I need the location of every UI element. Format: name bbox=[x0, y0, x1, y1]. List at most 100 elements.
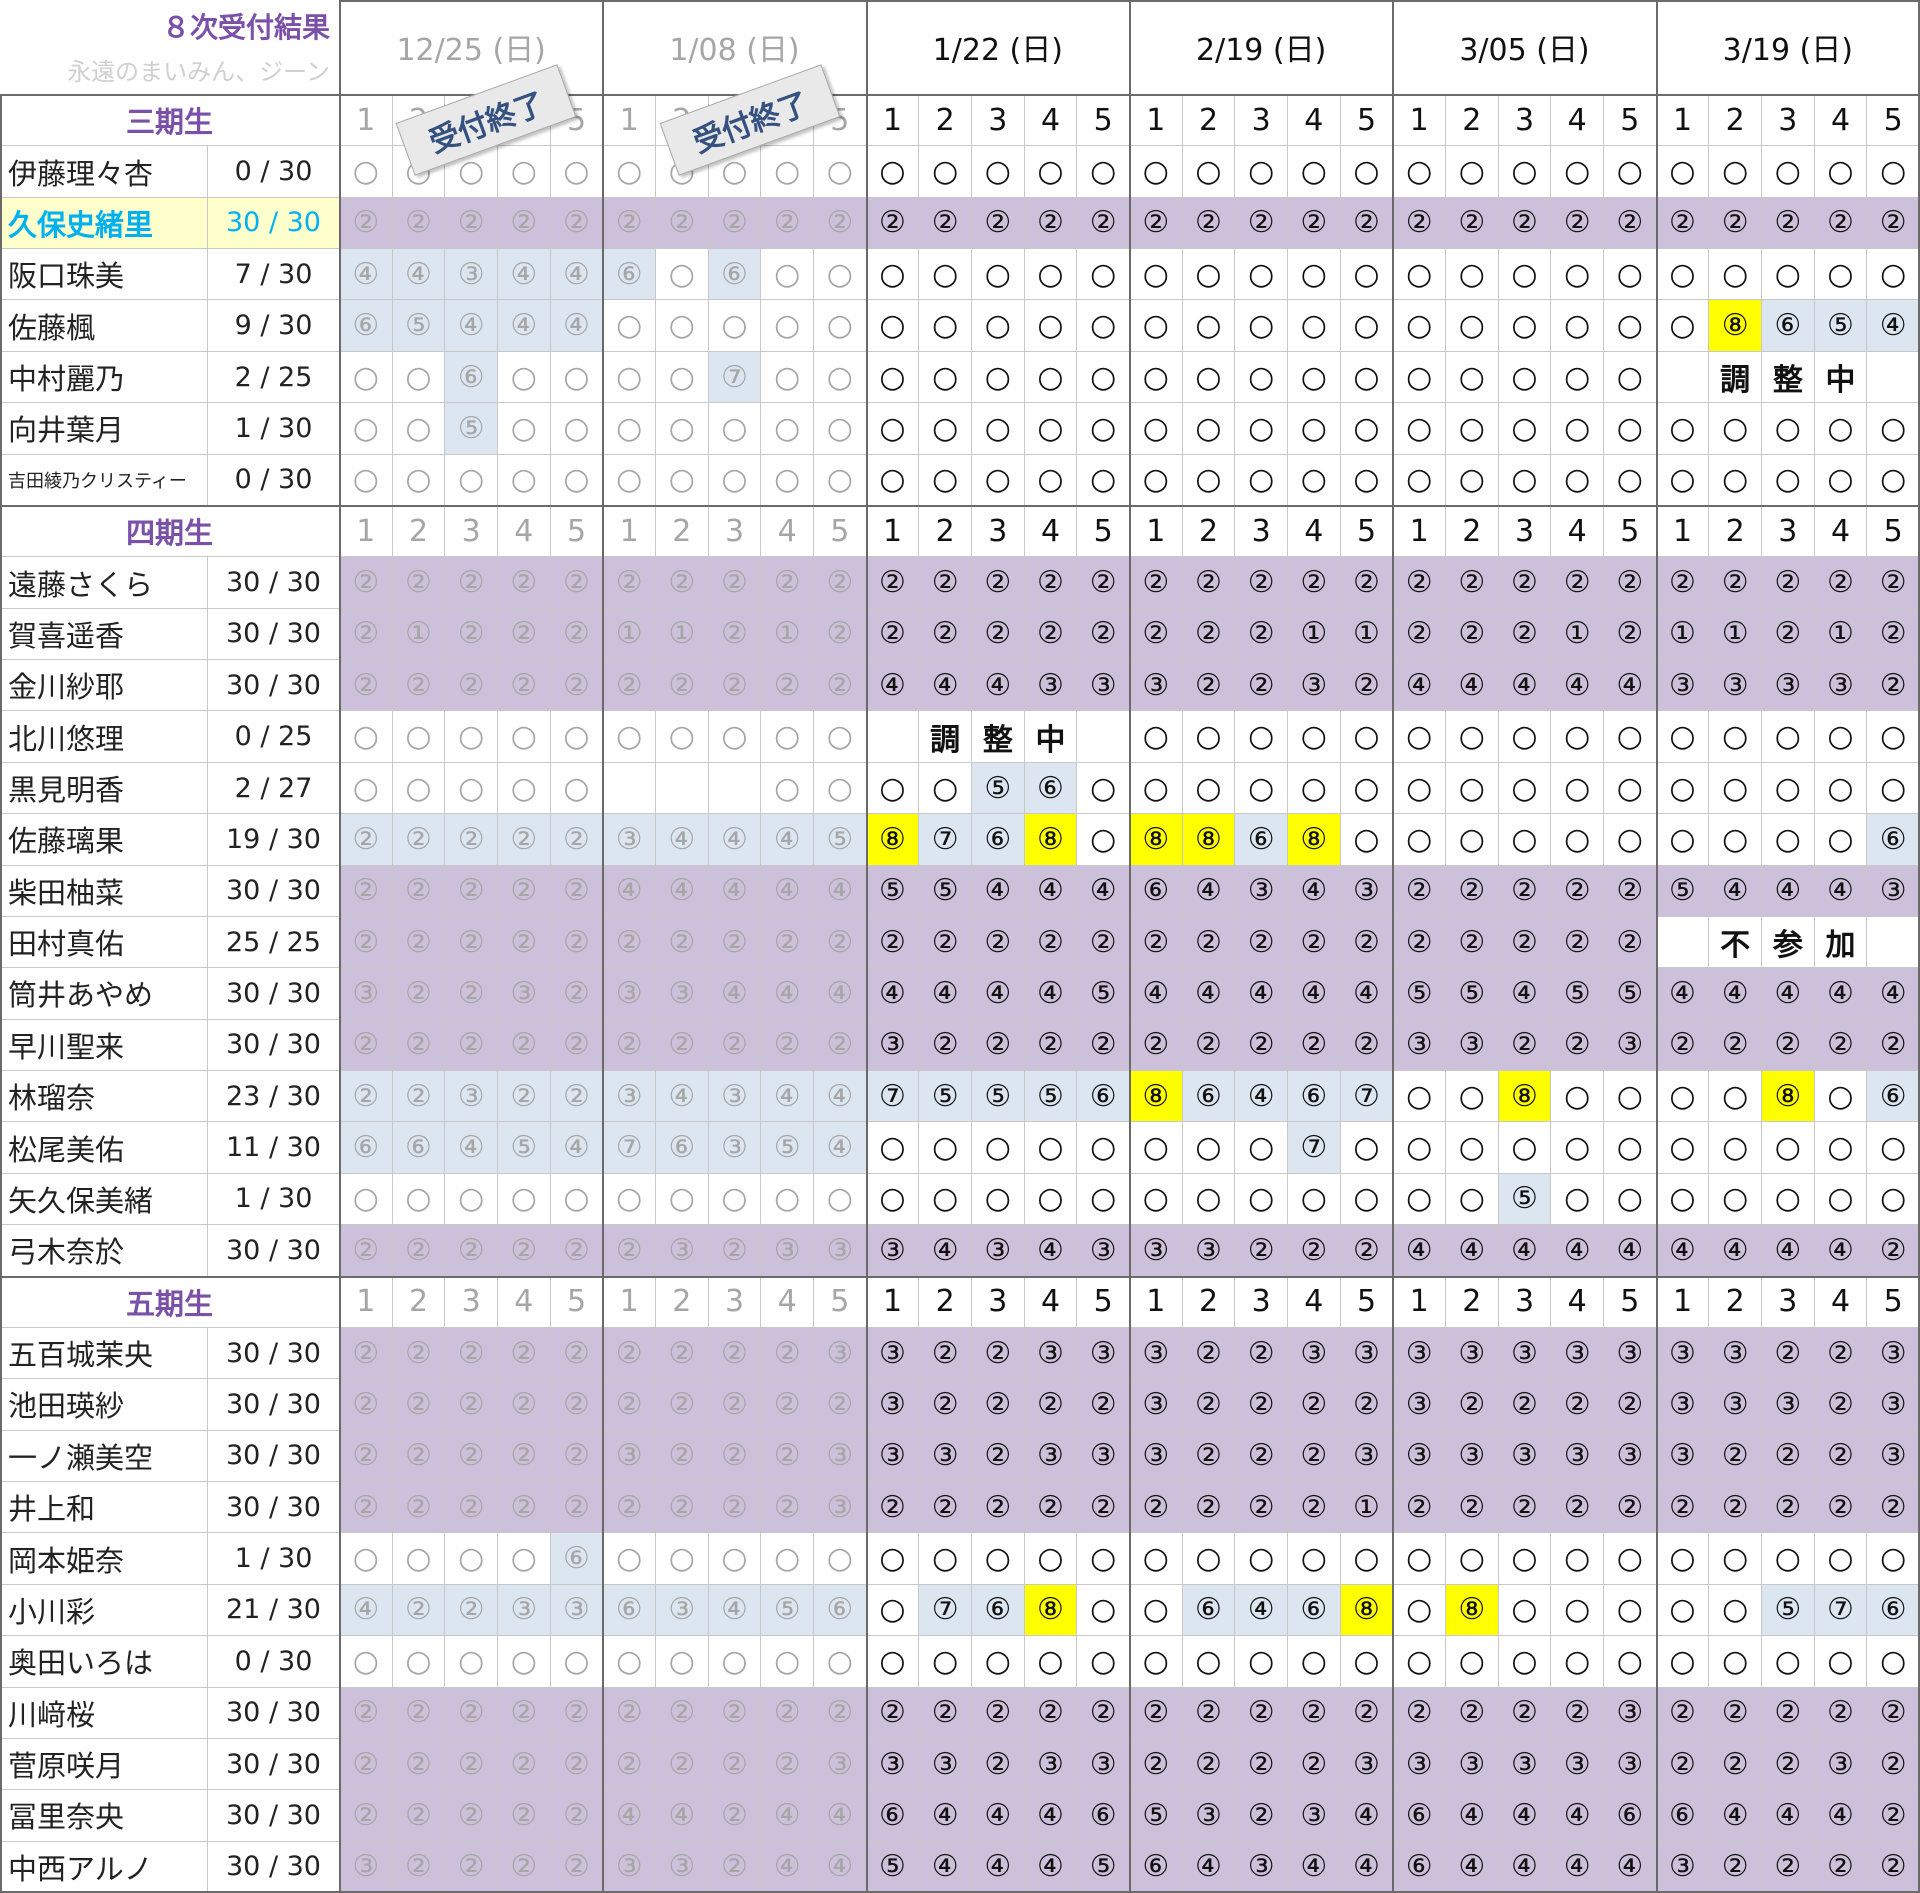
slot-number: 5 bbox=[1340, 1276, 1394, 1328]
slot-cell: ② bbox=[445, 1841, 498, 1893]
slot-cell: ○ bbox=[445, 146, 498, 198]
slot-cell: ④ bbox=[603, 1790, 656, 1842]
slot-cell: ② bbox=[1393, 916, 1446, 969]
slot-cell: ○ bbox=[1551, 1071, 1604, 1123]
slot-cell bbox=[866, 711, 920, 763]
slot-number: 3 bbox=[708, 1276, 762, 1328]
slot-cell: ② bbox=[866, 1687, 920, 1739]
slot-cell: ○ bbox=[1656, 1173, 1710, 1226]
slot-cell: ② bbox=[392, 968, 446, 1020]
slot-cell: ④ bbox=[1762, 1225, 1815, 1277]
slot-cell: ○ bbox=[1604, 146, 1657, 198]
ticket-count: 30 / 30 bbox=[208, 1841, 340, 1893]
slot-cell: ○ bbox=[1288, 711, 1341, 763]
slot-cell: ② bbox=[1551, 197, 1604, 250]
slot-cell: ○ bbox=[1340, 454, 1394, 506]
slot-cell bbox=[1656, 351, 1710, 404]
slot-cell: ○ bbox=[1077, 762, 1130, 815]
slot-cell: ④ bbox=[1182, 865, 1236, 917]
slot-cell: ○ bbox=[1814, 1122, 1868, 1174]
slot-cell: ○ bbox=[1604, 403, 1657, 455]
slot-cell: ② bbox=[1604, 1379, 1657, 1431]
slot-cell: ○ bbox=[1182, 403, 1236, 455]
slot-cell: ⑤ bbox=[761, 1584, 814, 1637]
ticket-count: 30 / 30 bbox=[208, 1327, 340, 1380]
slot-cell: ○ bbox=[814, 403, 867, 455]
slot-cell: ② bbox=[1551, 1482, 1604, 1534]
slot-cell: ○ bbox=[1182, 351, 1236, 404]
slot-number: 3 bbox=[1498, 1276, 1552, 1328]
slot-number: 5 bbox=[1340, 95, 1394, 147]
slot-number: 2 bbox=[392, 1276, 446, 1328]
slot-cell: ⑥ bbox=[1077, 1790, 1130, 1842]
slot-cell: ○ bbox=[761, 146, 814, 198]
slot-cell: ④ bbox=[1024, 1841, 1078, 1893]
slot-cell: ○ bbox=[445, 1636, 498, 1688]
slot-cell: ③ bbox=[1024, 660, 1078, 712]
slot-cell: ④ bbox=[972, 865, 1025, 917]
slot-cell: ② bbox=[708, 608, 762, 661]
slot-cell: ③ bbox=[919, 1738, 972, 1791]
slot-cell: ○ bbox=[1393, 403, 1446, 455]
slot-cell: ④ bbox=[1762, 865, 1815, 917]
slot-number: 5 bbox=[1077, 505, 1130, 558]
slot-cell: ② bbox=[1288, 1379, 1341, 1431]
slot-cell: ② bbox=[814, 660, 867, 712]
slot-cell: ② bbox=[1077, 197, 1130, 250]
slot-cell: ④ bbox=[814, 1841, 867, 1893]
slot-cell: ○ bbox=[866, 1173, 920, 1226]
slot-cell: ○ bbox=[550, 762, 604, 815]
slot-cell: ③ bbox=[656, 1584, 709, 1637]
slot-number: 2 bbox=[656, 1276, 709, 1328]
ticket-count: 25 / 25 bbox=[208, 916, 340, 969]
slot-cell: ○ bbox=[1235, 351, 1288, 404]
slot-cell: ② bbox=[603, 660, 656, 712]
slot-cell: ○ bbox=[498, 403, 551, 455]
member-name: 矢久保美緒 bbox=[0, 1173, 208, 1226]
slot-cell: ○ bbox=[1024, 1173, 1078, 1226]
title-block: ８次受付結果 永遠のまいみん、ジーン bbox=[0, 0, 340, 95]
slot-cell: ② bbox=[498, 1482, 551, 1534]
slot-cell: ② bbox=[761, 1019, 814, 1072]
slot-cell: ② bbox=[445, 1738, 498, 1791]
slot-cell: ② bbox=[1077, 608, 1130, 661]
slot-cell: ○ bbox=[1340, 403, 1394, 455]
slot-cell: ○ bbox=[1024, 300, 1078, 352]
slot-cell: ② bbox=[340, 1482, 393, 1534]
slot-cell: ○ bbox=[1604, 1636, 1657, 1688]
slot-cell: ② bbox=[498, 814, 551, 866]
member-name: 松尾美佑 bbox=[0, 1122, 208, 1174]
slot-cell: ② bbox=[1235, 660, 1288, 712]
slot-number: 4 bbox=[1551, 505, 1604, 558]
slot-cell: ② bbox=[550, 1790, 604, 1842]
slot-cell: ④ bbox=[1446, 1225, 1499, 1277]
slot-cell: ② bbox=[656, 197, 709, 250]
slot-cell: ② bbox=[1762, 197, 1815, 250]
slot-cell: ○ bbox=[761, 1533, 814, 1585]
member-name: 伊藤理々杏 bbox=[0, 146, 208, 198]
slot-cell: ⑤ bbox=[919, 1071, 972, 1123]
slot-cell: ② bbox=[1551, 1687, 1604, 1739]
slot-cell: ② bbox=[1340, 1687, 1394, 1739]
slot-cell: ○ bbox=[1551, 146, 1604, 198]
slot-cell: ○ bbox=[1656, 1533, 1710, 1585]
slot-cell: ② bbox=[1077, 1687, 1130, 1739]
date-divider bbox=[1392, 0, 1395, 1893]
slot-cell: ④ bbox=[1867, 968, 1920, 1020]
slot-cell: ③ bbox=[1235, 1841, 1288, 1893]
slot-cell: ○ bbox=[603, 351, 656, 404]
slot-number: 1 bbox=[1656, 95, 1710, 147]
slot-number: 1 bbox=[866, 505, 920, 558]
slot-number: 2 bbox=[1446, 505, 1499, 558]
slot-cell: ④ bbox=[1709, 1790, 1762, 1842]
slot-cell: ② bbox=[1288, 1019, 1341, 1072]
slot-cell: ○ bbox=[1393, 351, 1446, 404]
slot-cell: ④ bbox=[1182, 1841, 1236, 1893]
slot-cell: ○ bbox=[1551, 249, 1604, 301]
slot-number: 2 bbox=[1709, 505, 1762, 558]
slot-cell: ○ bbox=[708, 454, 762, 506]
slot-cell: ④ bbox=[919, 1790, 972, 1842]
slot-cell: ⑧ bbox=[1130, 814, 1183, 866]
slot-cell: ③ bbox=[866, 1019, 920, 1072]
slot-cell: ○ bbox=[972, 1533, 1025, 1585]
